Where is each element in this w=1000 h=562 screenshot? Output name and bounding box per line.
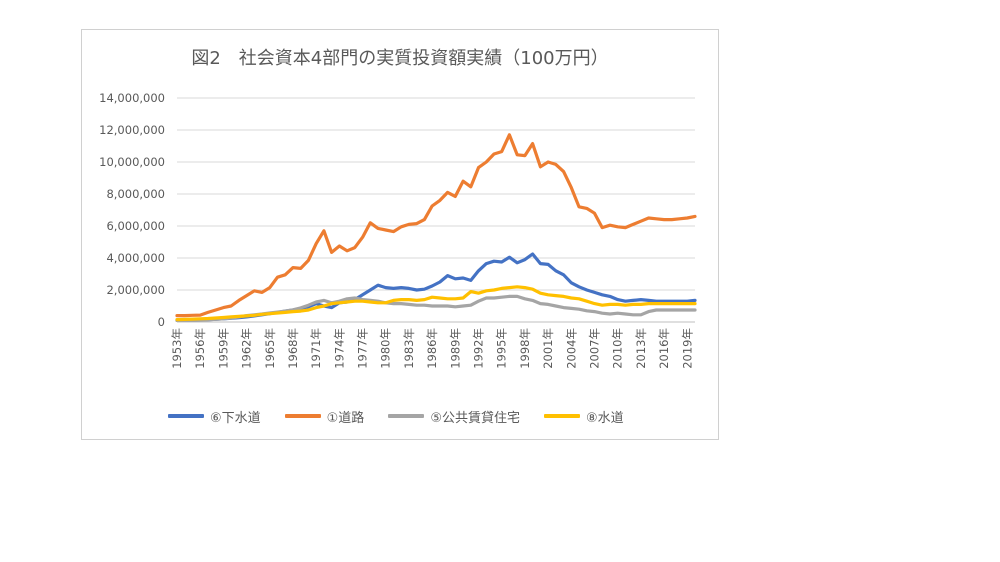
- chart-frame: 図2 社会資本4部門の実質投資額実績（100万円） 0 2,000,000 4,00…: [81, 29, 719, 440]
- y-tick-label: 12,000,000: [99, 123, 165, 137]
- x-tick-label: 1992年: [472, 328, 486, 369]
- chart-title: 図2 社会資本4部門の実質投資額実績（100万円）: [191, 48, 609, 69]
- series-line-sewer: [175, 252, 697, 322]
- legend-label-road: ①道路: [326, 410, 365, 426]
- x-tick-label: 1995年: [495, 328, 509, 369]
- line-chart: 0 2,000,000 4,000,000 6,000,000 8,000,000 10,…: [99, 91, 697, 369]
- legend-item-road: ①道路: [284, 407, 365, 426]
- legend-item-sewer: ⑥下水道: [168, 407, 261, 426]
- x-tick-label: 2007年: [587, 328, 601, 369]
- x-tick-label: 1983年: [402, 328, 416, 369]
- x-tick-label: 2016年: [657, 328, 671, 369]
- legend-label-housing: ⑤公共賃貸住宅: [430, 410, 520, 426]
- y-tick-label: 2,000,000: [106, 283, 165, 297]
- x-tick-label: 2013年: [634, 328, 648, 369]
- legend: ⑥下水道 ①道路 ⑤公共賃貸住宅 ⑧水道: [168, 406, 648, 426]
- x-tick-label: 1974年: [332, 328, 346, 369]
- x-tick-label: 1956年: [193, 328, 207, 369]
- series-line-water: [175, 285, 697, 322]
- gridlines: [177, 97, 695, 323]
- y-tick-label: 10,000,000: [99, 155, 165, 169]
- x-axis-tick-labels: 1953年 1956年 1959年 1962年 1965年 1968年 1971年 1974年…: [170, 328, 694, 369]
- legend-swatch-road: [284, 414, 321, 418]
- y-tick-label: 8,000,000: [106, 187, 165, 201]
- x-tick-label: 1980年: [379, 328, 393, 369]
- series-lines: [175, 133, 697, 322]
- x-tick-label: 2001年: [541, 328, 555, 369]
- legend-label-sewer: ⑥下水道: [210, 410, 261, 426]
- x-tick-label: 1953年: [170, 328, 184, 369]
- y-tick-label: 6,000,000: [106, 219, 165, 233]
- y-tick-label: 14,000,000: [99, 91, 165, 105]
- legend-label-water: ⑧水道: [585, 410, 624, 426]
- x-tick-label: 1971年: [309, 328, 323, 369]
- y-tick-label: 0: [158, 315, 165, 329]
- legend-swatch-housing: [388, 414, 425, 418]
- x-tick-label: 1959年: [216, 328, 230, 369]
- legend-swatch-water: [543, 414, 580, 418]
- legend-item-housing: ⑤公共賃貸住宅: [388, 407, 520, 426]
- series-line-road: [175, 133, 697, 318]
- x-tick-label: 1986年: [425, 328, 439, 369]
- x-tick-label: 2004年: [564, 328, 578, 369]
- x-tick-label: 1998年: [518, 328, 532, 369]
- y-axis-tick-labels: 0 2,000,000 4,000,000 6,000,000 8,000,000 10,…: [99, 91, 165, 329]
- x-tick-label: 2010年: [611, 328, 625, 369]
- y-tick-label: 4,000,000: [106, 251, 165, 265]
- legend-item-water: ⑧水道: [543, 407, 624, 426]
- x-tick-label: 1962年: [240, 328, 254, 369]
- x-tick-label: 1968年: [286, 328, 300, 369]
- x-tick-label: 1977年: [356, 328, 370, 369]
- x-tick-label: 2019年: [680, 328, 694, 369]
- legend-swatch-sewer: [168, 414, 204, 418]
- x-tick-label: 1965年: [263, 328, 277, 369]
- x-tick-label: 1989年: [448, 328, 462, 369]
